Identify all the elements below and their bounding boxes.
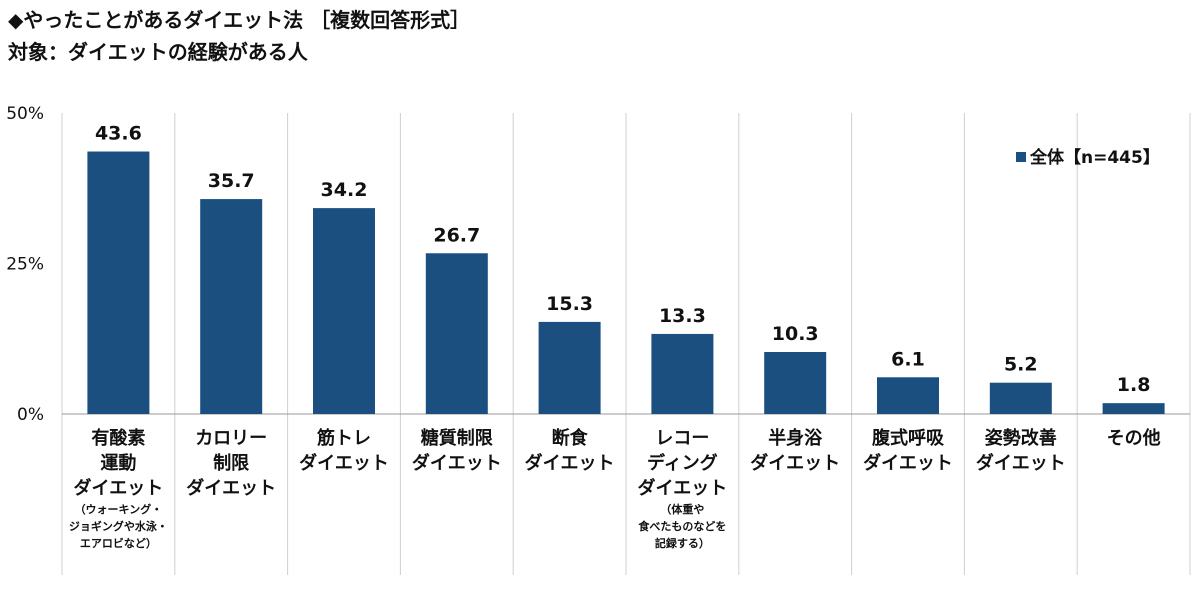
bar: [764, 351, 827, 414]
category-label: 有酸素: [91, 427, 145, 449]
category-label: 制限: [213, 453, 250, 474]
category-label: ダイエット: [637, 477, 727, 499]
category-note: （体重や: [660, 502, 704, 516]
data-label: 26.7: [433, 224, 480, 246]
category-label: 糖質制限: [421, 427, 494, 449]
legend-label: 全体【n=445】: [1029, 147, 1160, 168]
category-label: カロリー: [195, 428, 267, 449]
chart-title: ◆やったことがあるダイエット法 ［複数回答形式］: [8, 8, 471, 32]
bar: [651, 333, 714, 414]
bar: [989, 382, 1052, 414]
category-label: その他: [1107, 427, 1161, 449]
category-note: エアロビなど）: [80, 536, 157, 550]
category-label: ダイエット: [750, 452, 840, 474]
data-label: 10.3: [772, 323, 819, 345]
category-label: 半身浴: [768, 427, 823, 449]
bar: [87, 151, 150, 414]
data-label: 35.7: [208, 170, 255, 192]
category-label: 筋トレ: [317, 427, 371, 449]
category-label: ダイエット: [299, 452, 389, 474]
category-label: 運動: [100, 452, 136, 474]
category-note: 記録する）: [655, 536, 710, 550]
category-note: （ウォーキング・: [75, 502, 163, 516]
bar: [425, 253, 488, 414]
bar: [538, 321, 601, 414]
bar: [1102, 403, 1165, 414]
category-label: レコー: [655, 428, 709, 449]
category-label: 断食: [552, 427, 589, 449]
data-label: 43.6: [95, 123, 142, 145]
category-note: 食べたものなどを: [638, 519, 726, 533]
category-note: ジョギングや水泳・: [69, 519, 168, 533]
category-label: ダイエット: [73, 477, 163, 499]
category-label: ダイエット: [976, 452, 1066, 474]
data-label: 15.3: [546, 293, 593, 315]
category-label: ダイエット: [186, 477, 276, 499]
data-label: 13.3: [659, 305, 706, 327]
y-tick-label: 50%: [6, 104, 44, 124]
data-label: 5.2: [1004, 354, 1038, 376]
category-label: ディング: [647, 452, 718, 474]
bar: [877, 377, 939, 414]
category-label: ダイエット: [412, 452, 502, 474]
chart-subtitle: 対象：ダイエットの経験がある人: [8, 40, 308, 64]
category-label: ダイエット: [525, 452, 615, 474]
category-label: ダイエット: [863, 452, 953, 474]
bar: [313, 208, 375, 414]
data-label: 1.8: [1117, 374, 1151, 396]
category-label: 姿勢改善: [985, 427, 1057, 449]
data-label: 6.1: [891, 348, 925, 370]
data-label: 34.2: [321, 179, 368, 201]
legend-swatch: [1016, 152, 1026, 162]
y-tick-label: 0%: [17, 405, 44, 425]
y-tick-label: 25%: [6, 255, 44, 275]
category-label: 腹式呼吸: [872, 427, 945, 449]
bar: [200, 199, 263, 414]
